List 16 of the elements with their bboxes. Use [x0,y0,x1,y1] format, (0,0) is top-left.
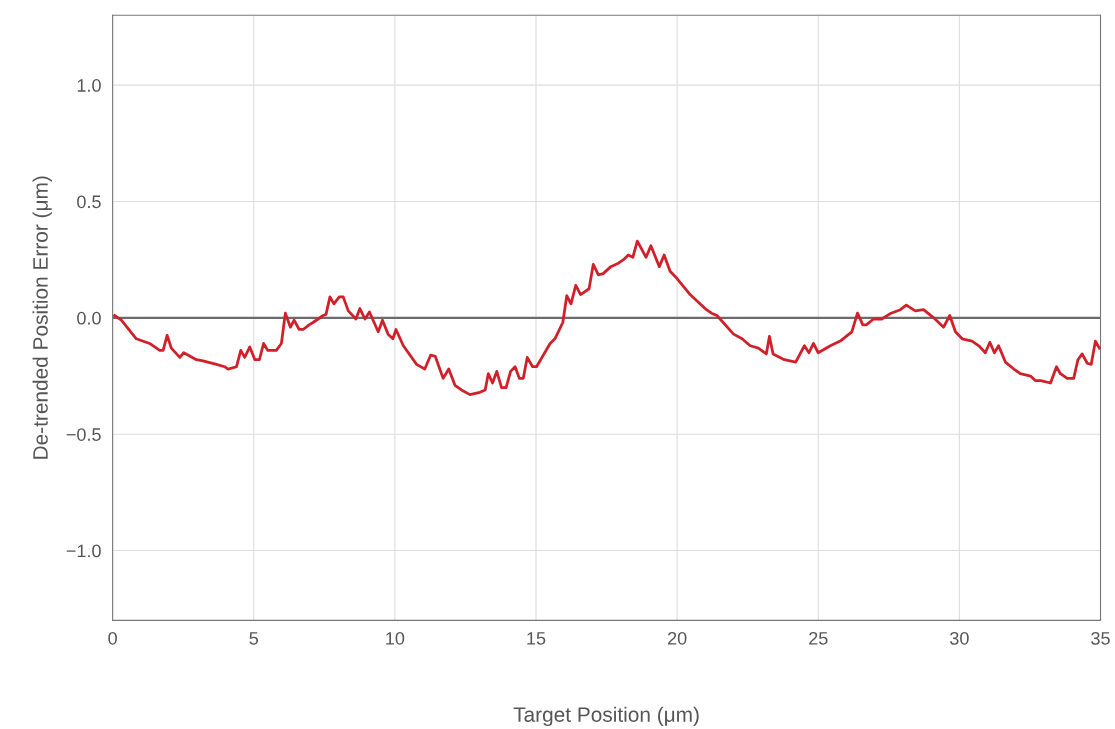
x-tick-label: 0 [108,631,117,645]
y-tick-label: 0.5 [77,195,101,209]
x-tick-label: 5 [249,632,259,645]
y-tick-label: 1.0 [77,79,101,92]
x-axis-title: Target Position (μm) [513,706,699,727]
y-tick-label: −1.0 [66,544,101,558]
x-tick-label: 10 [386,631,405,645]
x-tick-label: 30 [950,631,969,645]
y-tick-label: 0.0 [77,311,101,325]
x-tick-label: 35 [1091,631,1110,645]
x-tick-label: 15 [527,632,546,645]
x-tick-label: 25 [809,631,828,645]
y-axis-title: De-trended Position Error (μm) [32,176,52,459]
y-tick-label: −0.5 [66,428,101,441]
line-series [113,239,1101,397]
x-tick-label: 20 [667,631,687,645]
